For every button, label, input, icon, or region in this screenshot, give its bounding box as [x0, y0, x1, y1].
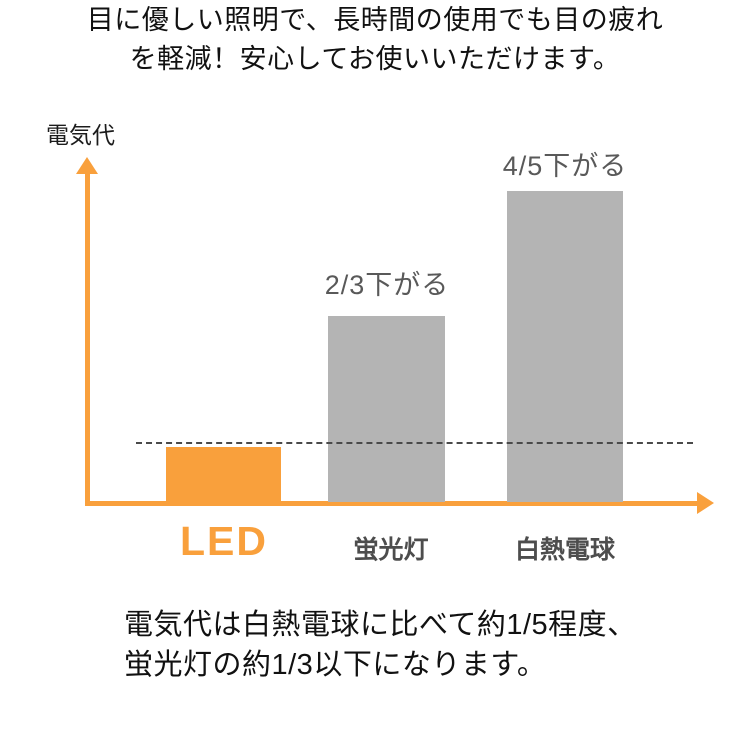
annotation-incandescent: 4/5下がる [502, 151, 628, 181]
y-axis-label: 電気代 [46, 122, 115, 148]
header-line1: 目に優しい照明で、長時間の使用でも目の疲れ [86, 5, 664, 35]
category-label-incandescent: 白熱電球 [514, 536, 615, 564]
led-level-dashed-reference-line [136, 442, 693, 444]
y-axis-arrowhead-icon [76, 157, 98, 174]
bar-led [166, 447, 281, 502]
x-axis-arrowhead-icon [697, 492, 714, 514]
footer-line1: 電気代は白熱電球に比べて約1/5程度、 [124, 609, 637, 641]
y-axis-line [85, 172, 90, 505]
category-label-led: LED [180, 518, 268, 564]
category-label-fluorescent: 蛍光灯 [353, 536, 429, 564]
header-line2: を軽減！安心してお使いいただけます。 [129, 44, 621, 74]
bar-incandescent [507, 191, 623, 502]
footer-text: 電気代は白熱電球に比べて約1/5程度、 蛍光灯の約1/3以下になります。 [124, 605, 637, 685]
annotation-fluorescent: 2/3下がる [324, 270, 450, 300]
bar-fluorescent [328, 316, 445, 502]
header-text: 目に優しい照明で、長時間の使用でも目の疲れ を軽減！安心してお使いいただけます。 [0, 1, 750, 79]
footer-line2: 蛍光灯の約1/3以下になります。 [124, 649, 547, 681]
x-axis-line [85, 501, 699, 506]
